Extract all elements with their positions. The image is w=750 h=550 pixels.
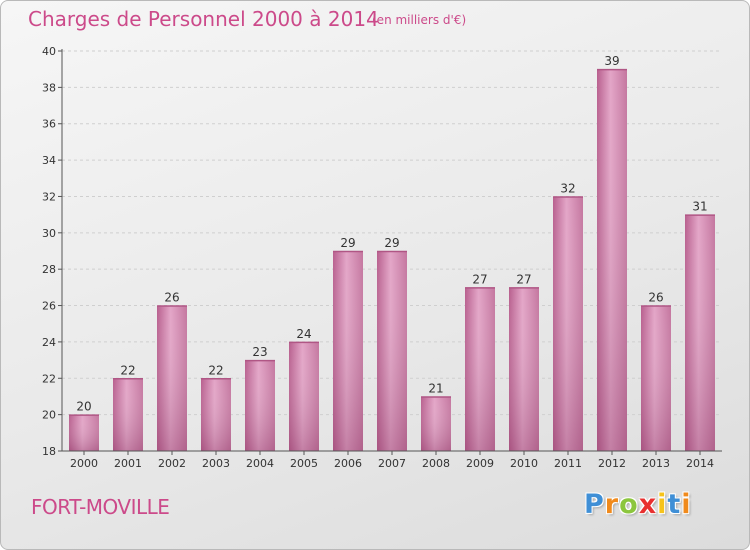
y-tick-label: 36	[42, 118, 56, 131]
bar-value-label: 39	[604, 54, 619, 68]
bar-value-label: 22	[120, 363, 135, 377]
bar-shade	[377, 251, 407, 451]
y-tick-label: 32	[42, 190, 56, 203]
bar-value-label: 32	[560, 181, 575, 195]
place-name: FORT-MOVILLE	[31, 495, 170, 519]
bar-value-label: 31	[692, 200, 707, 214]
y-tick-label: 38	[42, 81, 56, 94]
bar-value-label: 26	[164, 291, 179, 305]
y-tick-label: 20	[42, 409, 56, 422]
x-tick-label: 2007	[378, 457, 406, 470]
x-tick-label: 2011	[554, 457, 582, 470]
x-tick-label: 2013	[642, 457, 670, 470]
bar-shade	[465, 287, 495, 451]
y-tick-label: 22	[42, 372, 56, 385]
bar-shade	[157, 305, 187, 451]
y-tick-label: 24	[42, 336, 56, 349]
y-tick-label: 30	[42, 227, 56, 240]
bar-value-label: 23	[252, 345, 267, 359]
bar-value-label: 22	[208, 363, 223, 377]
x-tick-label: 2003	[202, 457, 230, 470]
bar-shade	[597, 69, 627, 451]
y-tick-label: 18	[42, 445, 56, 458]
x-tick-label: 2006	[334, 457, 362, 470]
bar-shade	[245, 360, 275, 451]
logo-letter: x	[638, 489, 658, 520]
bar-shade	[553, 196, 583, 451]
labels: 18 20 22 24 26 28 30 32 34 36 38 40 20 2000 22 2001 26 20…	[42, 45, 714, 470]
x-tick-label: 2010	[510, 457, 538, 470]
x-tick-label: 2008	[422, 457, 450, 470]
bar-shade	[509, 287, 539, 451]
bar-value-label: 20	[76, 400, 91, 414]
logo-letter: r	[604, 489, 620, 520]
y-tick-label: 26	[42, 300, 56, 313]
bar-value-label: 21	[428, 381, 443, 395]
bar-value-label: 29	[384, 236, 399, 250]
bar-shade	[113, 378, 143, 451]
bar-shade	[201, 378, 231, 451]
bar-value-label: 24	[296, 327, 311, 341]
bar-value-label: 26	[648, 291, 663, 305]
chart-subtitle: (en milliers d'€)	[372, 13, 467, 27]
x-tick-label: 2012	[598, 457, 626, 470]
bar-value-label: 27	[472, 272, 487, 286]
bar-shade	[685, 214, 715, 451]
bar-shade	[421, 396, 451, 451]
bar-value-label: 29	[340, 236, 355, 250]
y-tick-label: 28	[42, 263, 56, 276]
logo-letter: o	[619, 489, 639, 520]
x-tick-label: 2002	[158, 457, 186, 470]
x-tick-label: 2009	[466, 457, 494, 470]
bars	[69, 68, 715, 451]
logo-letter: i	[681, 489, 692, 520]
x-tick-label: 2004	[246, 457, 274, 470]
logo-letter: t	[667, 489, 682, 520]
bar-shade	[333, 251, 363, 451]
bar-shade	[289, 341, 319, 451]
x-tick-label: 2014	[686, 457, 714, 470]
x-tick-label: 2000	[70, 457, 98, 470]
y-tick-label: 34	[42, 154, 56, 167]
bar-value-label: 27	[516, 272, 531, 286]
bar-shade	[641, 305, 671, 451]
axes	[58, 49, 722, 455]
chart-title: Charges de Personnel 2000 à 2014	[28, 7, 379, 31]
logo-letter: P	[584, 489, 605, 520]
bar-shade	[69, 414, 99, 451]
logo-letter: i	[657, 489, 668, 520]
x-tick-label: 2001	[114, 457, 142, 470]
x-tick-label: 2005	[290, 457, 318, 470]
proxiti-logo: Proxiti	[584, 489, 692, 520]
y-tick-label: 40	[42, 45, 56, 58]
